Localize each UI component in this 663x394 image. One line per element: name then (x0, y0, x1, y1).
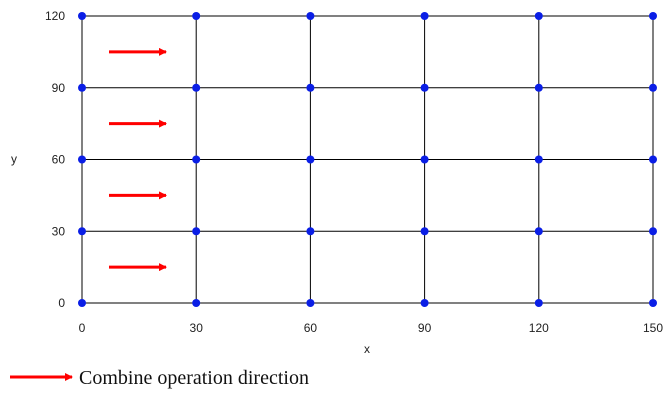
grid-node-point (306, 12, 315, 20)
x-tick-label: 150 (643, 321, 663, 335)
y-tick-label: 0 (58, 296, 65, 310)
y-tick-label: 30 (52, 224, 66, 238)
grid-node-point (420, 83, 429, 92)
grid-node-point (534, 299, 543, 307)
grid-node-point (534, 227, 543, 236)
grid-node-point (78, 83, 86, 92)
grid-node-point (420, 12, 429, 20)
grid-node-point (649, 299, 657, 307)
grid-node-point (78, 12, 86, 20)
grid-node-points (78, 12, 657, 307)
grid-node-point (649, 155, 657, 164)
grid-node-point (306, 83, 315, 92)
grid-node-point (192, 12, 201, 20)
y-tick-label: 90 (52, 81, 66, 95)
x-tick-labels: 0 30 60 90 120 150 (79, 321, 663, 335)
x-tick-label: 0 (79, 321, 86, 335)
grid-node-point (78, 227, 86, 236)
legend: Combine operation direction (10, 367, 309, 389)
grid-node-point (420, 227, 429, 236)
grid-node-point (306, 227, 315, 236)
x-tick-label: 120 (529, 321, 549, 335)
x-tick-label: 60 (304, 321, 318, 335)
y-tick-label: 60 (52, 153, 66, 167)
x-tick-label: 30 (190, 321, 204, 335)
grid-node-point (306, 155, 315, 164)
grid-node-point (192, 227, 201, 236)
grid-node-point (649, 12, 657, 20)
grid-node-point (534, 12, 543, 20)
grid-node-point (420, 155, 429, 164)
y-axis-label: y (11, 152, 17, 166)
grid-node-point (649, 227, 657, 236)
grid-node-point (420, 299, 429, 307)
grid-node-point (192, 155, 201, 164)
y-tick-labels: 0 30 60 90 120 (45, 9, 65, 310)
direction-arrows (109, 47, 167, 272)
grid-node-point (78, 299, 86, 307)
grid-node-point (78, 155, 86, 164)
grid-lines (81, 15, 654, 304)
grid-node-point (534, 83, 543, 92)
grid-node-point (534, 155, 543, 164)
legend-label: Combine operation direction (79, 367, 309, 389)
y-tick-label: 120 (45, 9, 65, 23)
x-tick-label: 90 (418, 321, 432, 335)
grid-node-point (649, 83, 657, 92)
grid-node-point (192, 83, 201, 92)
grid-node-point (192, 299, 201, 307)
grid-node-point (306, 299, 315, 307)
x-axis-label: x (364, 342, 370, 356)
